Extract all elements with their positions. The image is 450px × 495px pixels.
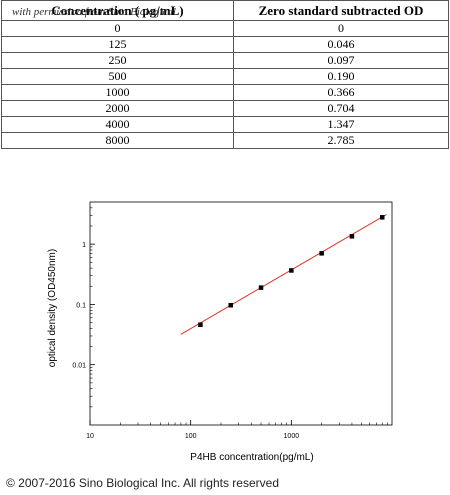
fit-line [180,214,387,335]
table-row: 4000 1.347 [1,116,449,133]
cell-od: 1.347 [233,116,449,133]
x-axis-label: P4HB concentration(pg/mL) [190,452,313,463]
copyright-footer: © 2007-2016 Sino Biological Inc. All rig… [6,476,279,490]
cell-concentration: 250 [1,52,234,69]
table-row: 500 0.190 [1,68,449,85]
chart-axes: 10 100 1000 0.01 0.1 1 [72,201,393,440]
data-point [289,268,294,273]
data-point [198,322,203,328]
x-tick-label: 10 [86,433,94,440]
y-tick-label: 0.01 [72,363,86,370]
data-point [349,234,355,239]
cell-concentration: 0 [1,20,234,37]
cell-od: 0.366 [233,84,449,101]
data-point [319,251,324,256]
data-point [258,285,264,290]
y-axis-label: optical density (OD450nm) [47,249,58,367]
data-points-group [198,215,385,328]
fit-line-group [180,214,387,335]
cell-od: 0.097 [233,52,449,69]
data-point [228,302,233,308]
cell-concentration: 500 [1,68,234,85]
cell-concentration: 8000 [1,132,234,149]
cell-concentration: 125 [1,36,234,53]
y-tick-label: 1 [82,242,86,249]
table-row: 125 0.046 [1,36,449,53]
x-tick-label: 100 [185,433,197,440]
cell-concentration: 4000 [1,116,234,133]
plot-frame [89,201,393,426]
header-od: Zero standard subtracted OD [233,0,449,21]
table-row: 250 0.097 [1,52,449,69]
cell-od: 0.704 [233,100,449,117]
standard-curve-chart: 10 100 1000 0.01 0.1 1 P4HB concentration(pg/… [47,201,393,463]
watermark-text: with permission from Sino Biological [12,6,176,18]
x-tick-label: 1000 [284,433,300,440]
cell-od: 0 [233,20,449,37]
table-row: 8000 2.785 [1,132,449,149]
table-row: 1000 0.366 [1,84,449,101]
data-point [379,215,385,220]
cell-od: 0.046 [233,36,449,53]
cell-od: 0.190 [233,68,449,85]
y-tick-label: 0.1 [76,302,86,309]
cell-concentration: 2000 [1,100,234,117]
standard-table: Concentration ( pg/mL) Zero standard sub… [1,0,449,149]
cell-od: 2.785 [233,132,449,149]
cell-concentration: 1000 [1,84,234,101]
table-row: 2000 0.704 [1,100,449,117]
